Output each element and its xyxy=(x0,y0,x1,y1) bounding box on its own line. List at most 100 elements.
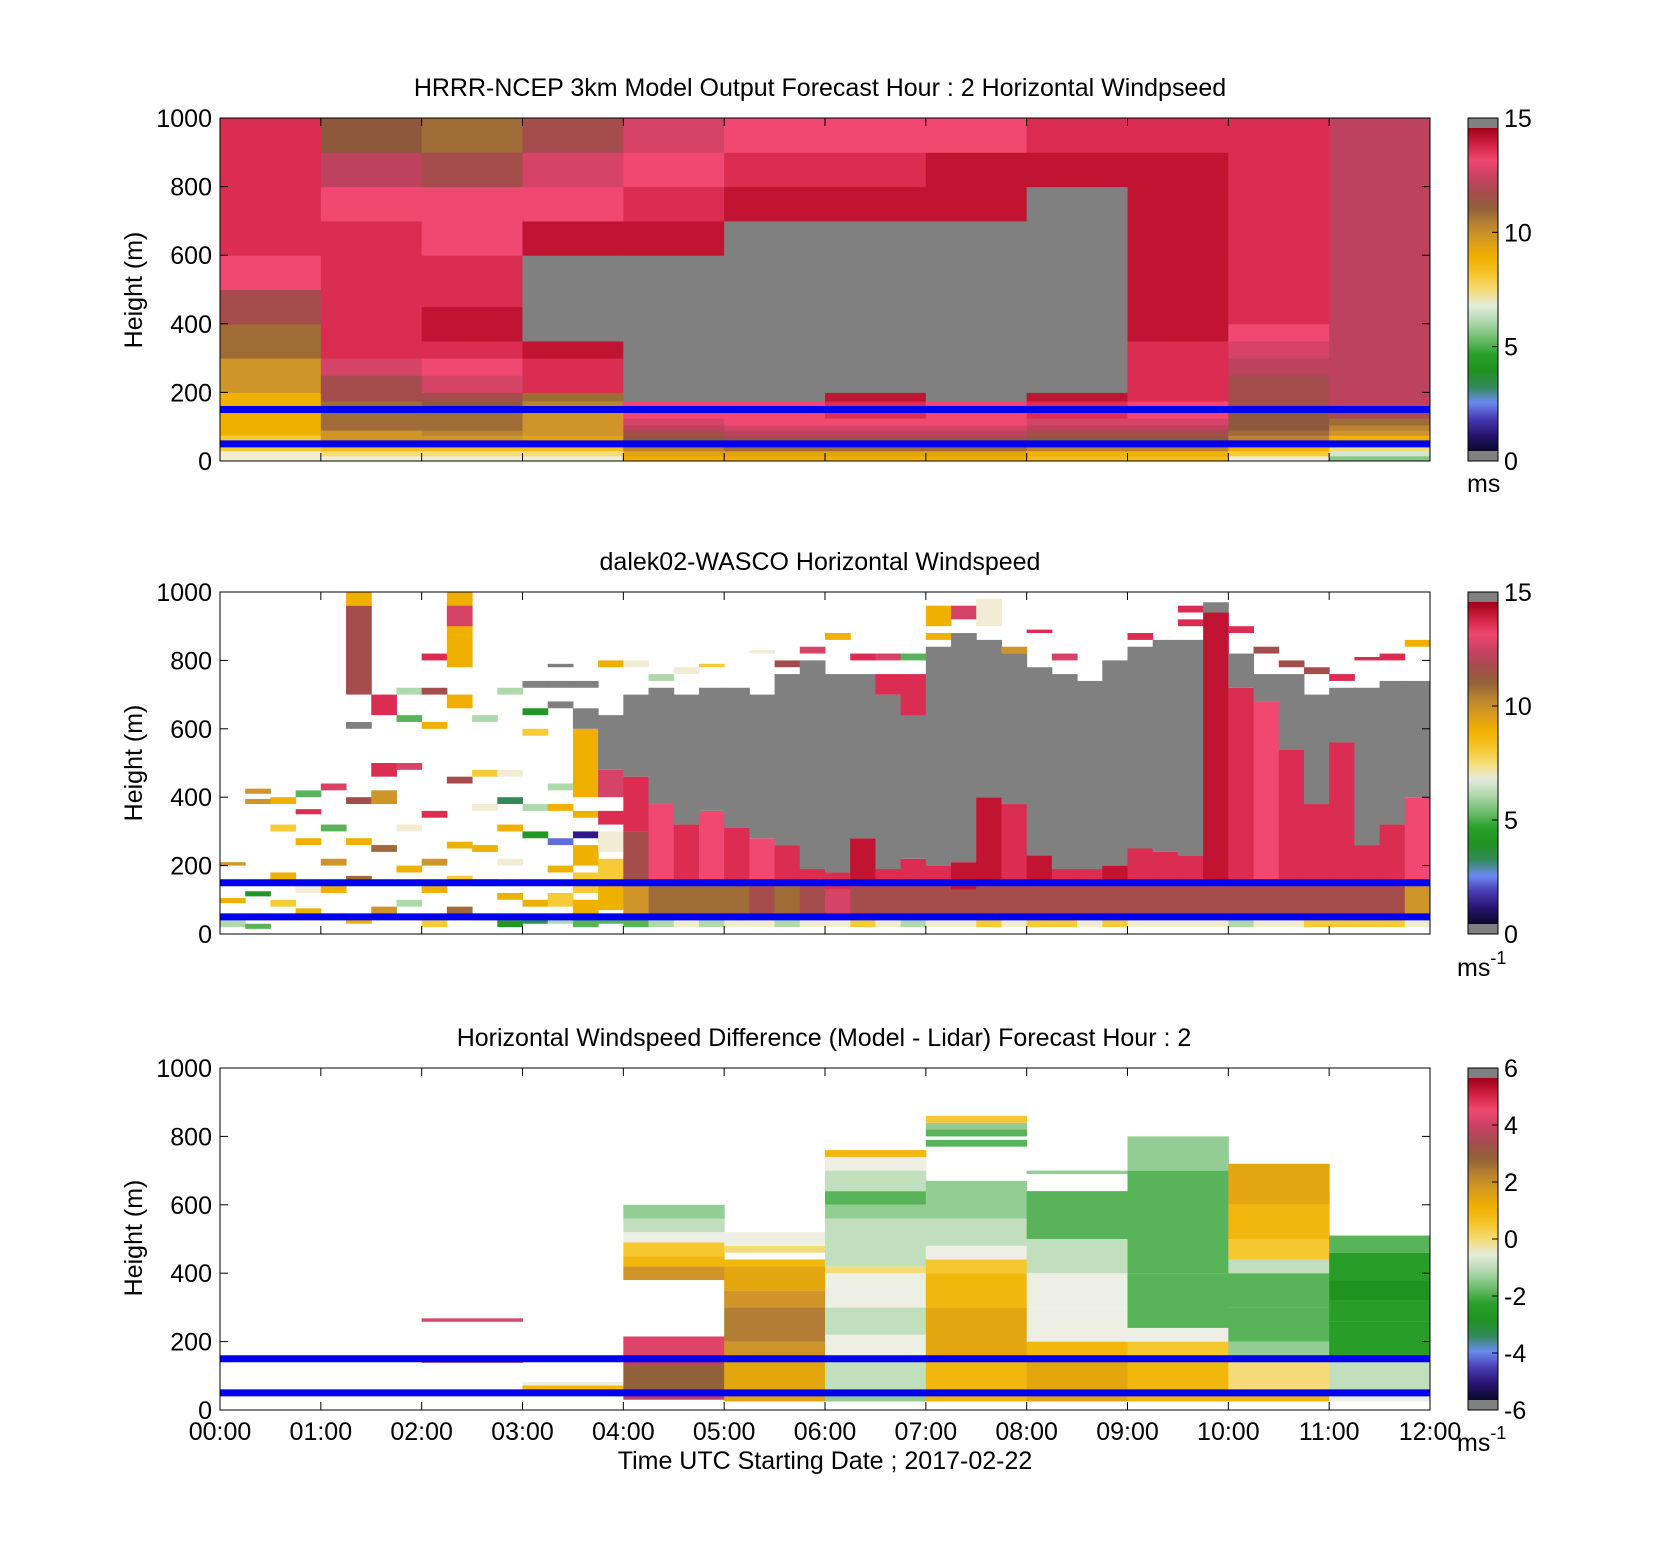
model-cell xyxy=(220,340,322,359)
lidar-cell xyxy=(774,674,801,846)
model-cell xyxy=(320,445,423,452)
lidar-cell xyxy=(1127,886,1154,914)
difference-cell xyxy=(1228,1273,1330,1308)
model-cell xyxy=(623,409,725,419)
lidar-cell xyxy=(472,804,498,811)
lidar-cell xyxy=(522,831,549,839)
panel-lidar-colorbar-unit-exponent: -1 xyxy=(1490,948,1506,968)
model-cell xyxy=(623,450,725,457)
model-cell xyxy=(825,289,927,308)
lidar-cell xyxy=(698,810,725,887)
panel-lidar-y-axis: 0 200 400 600 800 1000 xyxy=(156,579,1430,949)
lidar-cell xyxy=(925,916,952,928)
model-cell xyxy=(220,392,322,402)
model-cell xyxy=(925,340,1028,359)
model-cell xyxy=(1026,424,1128,431)
difference-cell xyxy=(1329,1300,1431,1322)
model-cell xyxy=(1127,323,1229,342)
lidar-cell xyxy=(1177,619,1204,627)
lidar-cell xyxy=(1379,886,1406,914)
model-cell xyxy=(522,340,624,359)
lidar-cell xyxy=(1253,674,1280,702)
lidar-cell xyxy=(346,721,372,729)
model-cell xyxy=(825,424,927,431)
model-cell xyxy=(1127,455,1229,462)
lidar-cell xyxy=(522,728,549,736)
difference-cell xyxy=(1026,1392,1128,1402)
model-cell xyxy=(1228,418,1330,426)
x-tick-label: 12:00 xyxy=(1399,1418,1462,1446)
lidar-cell xyxy=(875,674,902,695)
model-cell xyxy=(623,118,725,153)
lidar-cell xyxy=(245,891,271,897)
model-cell xyxy=(1127,306,1229,325)
x-tick-label: 07:00 xyxy=(895,1418,958,1446)
lidar-cell xyxy=(1404,916,1431,928)
lidar-cell xyxy=(1127,916,1154,928)
lidar-cell xyxy=(749,650,776,654)
model-cell xyxy=(825,358,927,376)
lidar-cell xyxy=(925,605,952,627)
lidar-cell xyxy=(547,680,574,688)
y-tick-label: 200 xyxy=(170,853,212,881)
model-cell xyxy=(724,220,826,256)
lidar-cell xyxy=(900,674,927,716)
difference-cell xyxy=(1026,1341,1128,1359)
model-cell xyxy=(1329,409,1431,419)
model-cell xyxy=(724,118,826,153)
model-cell xyxy=(1329,255,1431,290)
model-cell xyxy=(1026,306,1128,325)
colorbar-tick-label: 5 xyxy=(1504,334,1518,362)
lidar-cell xyxy=(320,886,347,893)
colorbar-tick-label: 6 xyxy=(1504,1055,1518,1083)
model-cell xyxy=(522,289,624,308)
difference-cell xyxy=(825,1170,927,1192)
colorbar-gradient xyxy=(1468,128,1498,451)
colorbar-frame xyxy=(1467,117,1499,462)
lidar-cell xyxy=(346,797,372,805)
model-cell xyxy=(522,392,624,402)
lidar-cell xyxy=(749,838,776,887)
panel-difference-colorbar-unit-exponent: -1 xyxy=(1490,1423,1506,1443)
model-cell xyxy=(220,424,322,431)
panel-lidar-colorbar-unit-base: ms xyxy=(1457,954,1490,982)
difference-cell xyxy=(1026,1273,1128,1308)
model-cell xyxy=(1026,375,1128,393)
lidar-cell xyxy=(875,694,902,870)
difference-cell xyxy=(1026,1170,1128,1175)
model-cell xyxy=(1228,186,1330,222)
model-cell xyxy=(522,118,624,153)
lidar-cell xyxy=(1077,680,1103,870)
model-cell xyxy=(1228,424,1330,431)
model-cell xyxy=(825,435,927,441)
panel-difference-colorbar: -6 -4 -2 0 2 4 6 xyxy=(1467,1055,1526,1425)
lidar-cell xyxy=(1303,667,1330,675)
panel-model-marker-lines xyxy=(220,406,1430,448)
lidar-cell xyxy=(245,788,271,794)
lidar-cell xyxy=(220,862,246,866)
model-cell xyxy=(925,118,1028,153)
x-tick-label: 04:00 xyxy=(592,1418,655,1446)
model-cell xyxy=(1127,435,1229,441)
model-cell xyxy=(1127,409,1229,419)
lidar-cell xyxy=(472,715,498,722)
difference-cell xyxy=(1329,1321,1431,1359)
model-cell xyxy=(1228,323,1330,342)
model-cell xyxy=(623,455,725,462)
lidar-cell xyxy=(598,831,624,852)
difference-cell xyxy=(925,1122,1028,1130)
lidar-cell xyxy=(472,769,498,777)
model-cell xyxy=(1228,450,1330,457)
lidar-cell xyxy=(547,663,574,668)
model-cell xyxy=(1026,358,1128,376)
lidar-cell xyxy=(799,646,826,654)
difference-cell xyxy=(925,1273,1028,1308)
lidar-cell xyxy=(698,663,725,668)
lidar-cell xyxy=(648,687,675,805)
model-cell xyxy=(320,409,423,419)
model-cell xyxy=(1026,289,1128,308)
model-cell xyxy=(1228,255,1330,290)
difference-cell xyxy=(1127,1170,1229,1239)
lidar-cell xyxy=(698,687,725,811)
model-cell xyxy=(220,418,322,426)
